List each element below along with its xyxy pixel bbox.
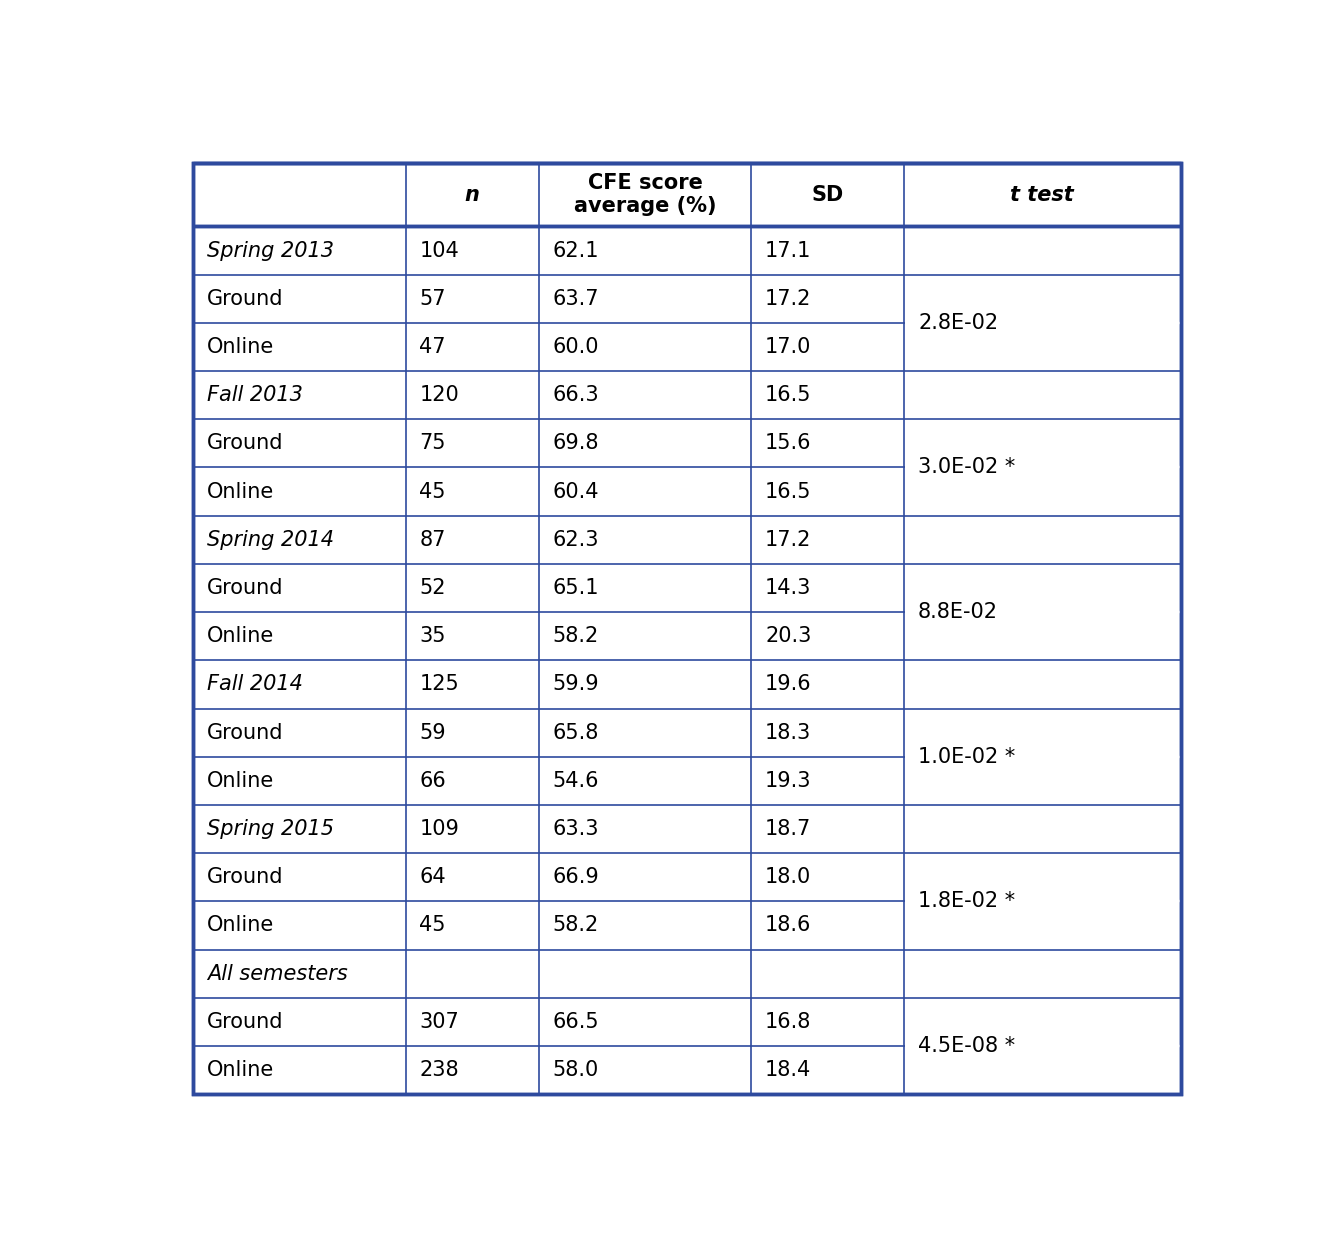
Text: Fall 2013: Fall 2013 <box>207 385 303 405</box>
Text: 66.9: 66.9 <box>553 868 599 888</box>
Text: Ground: Ground <box>207 1012 283 1032</box>
Text: 62.3: 62.3 <box>553 530 599 550</box>
Text: 18.7: 18.7 <box>766 819 811 839</box>
Text: Spring 2014: Spring 2014 <box>207 530 334 550</box>
Text: 2.8E-02: 2.8E-02 <box>918 312 998 332</box>
Text: 52: 52 <box>420 578 447 598</box>
Text: Online: Online <box>207 915 275 935</box>
Text: 18.6: 18.6 <box>766 915 812 935</box>
Text: 16.5: 16.5 <box>766 385 812 405</box>
Text: 35: 35 <box>420 626 447 646</box>
Text: Ground: Ground <box>207 433 283 453</box>
Text: 18.3: 18.3 <box>766 722 811 742</box>
Text: n: n <box>465 184 480 205</box>
Text: 63.7: 63.7 <box>553 289 599 309</box>
Text: 63.3: 63.3 <box>553 819 599 839</box>
Text: 104: 104 <box>420 240 460 260</box>
Text: 20.3: 20.3 <box>766 626 812 646</box>
Text: Spring 2013: Spring 2013 <box>207 240 334 260</box>
Text: 109: 109 <box>420 819 460 839</box>
Text: t test: t test <box>1010 184 1074 205</box>
Text: Ground: Ground <box>207 578 283 598</box>
Text: 66.5: 66.5 <box>553 1012 599 1032</box>
Text: 58.2: 58.2 <box>553 626 599 646</box>
Text: 65.1: 65.1 <box>553 578 599 598</box>
Text: 17.2: 17.2 <box>766 289 812 309</box>
Text: 57: 57 <box>420 289 447 309</box>
Text: 45: 45 <box>420 482 447 502</box>
Text: 60.0: 60.0 <box>553 337 599 357</box>
Text: Online: Online <box>207 771 275 791</box>
Text: Online: Online <box>207 1059 275 1081</box>
Text: Online: Online <box>207 482 275 502</box>
Text: 59: 59 <box>420 722 447 742</box>
Text: Ground: Ground <box>207 289 283 309</box>
Text: 69.8: 69.8 <box>553 433 599 453</box>
Text: 19.3: 19.3 <box>766 771 812 791</box>
Text: Spring 2015: Spring 2015 <box>207 819 334 839</box>
Text: 47: 47 <box>420 337 447 357</box>
Text: 54.6: 54.6 <box>553 771 599 791</box>
Text: Online: Online <box>207 337 275 357</box>
Text: 1.8E-02 *: 1.8E-02 * <box>918 891 1015 911</box>
Text: 58.2: 58.2 <box>553 915 599 935</box>
Text: 59.9: 59.9 <box>553 675 599 695</box>
Text: 65.8: 65.8 <box>553 722 599 742</box>
Text: 17.0: 17.0 <box>766 337 812 357</box>
Text: 75: 75 <box>420 433 447 453</box>
Text: 1.0E-02 *: 1.0E-02 * <box>918 747 1015 767</box>
Text: 14.3: 14.3 <box>766 578 812 598</box>
Text: 18.4: 18.4 <box>766 1059 811 1081</box>
Text: 17.2: 17.2 <box>766 530 812 550</box>
Text: 4.5E-08 *: 4.5E-08 * <box>918 1036 1015 1056</box>
Text: CFE score
average (%): CFE score average (%) <box>574 173 716 217</box>
Text: 58.0: 58.0 <box>553 1059 599 1081</box>
Text: Ground: Ground <box>207 722 283 742</box>
Text: 16.8: 16.8 <box>766 1012 812 1032</box>
Text: 3.0E-02 *: 3.0E-02 * <box>918 457 1015 477</box>
Text: 238: 238 <box>420 1059 459 1081</box>
Text: Fall 2014: Fall 2014 <box>207 675 303 695</box>
Text: 125: 125 <box>420 675 460 695</box>
Text: 120: 120 <box>420 385 460 405</box>
Text: All semesters: All semesters <box>207 964 348 984</box>
Text: 16.5: 16.5 <box>766 482 812 502</box>
Text: 307: 307 <box>420 1012 460 1032</box>
Text: 64: 64 <box>420 868 447 888</box>
Text: SD: SD <box>812 184 844 205</box>
Text: 45: 45 <box>420 915 447 935</box>
Text: Online: Online <box>207 626 275 646</box>
Text: 87: 87 <box>420 530 445 550</box>
Text: 66.3: 66.3 <box>553 385 599 405</box>
Text: 15.6: 15.6 <box>766 433 812 453</box>
Text: 18.0: 18.0 <box>766 868 811 888</box>
Text: 17.1: 17.1 <box>766 240 812 260</box>
Text: 66: 66 <box>420 771 447 791</box>
Text: 60.4: 60.4 <box>553 482 599 502</box>
Text: Ground: Ground <box>207 868 283 888</box>
Text: 19.6: 19.6 <box>766 675 812 695</box>
Text: 8.8E-02: 8.8E-02 <box>918 603 998 622</box>
Text: 62.1: 62.1 <box>553 240 599 260</box>
